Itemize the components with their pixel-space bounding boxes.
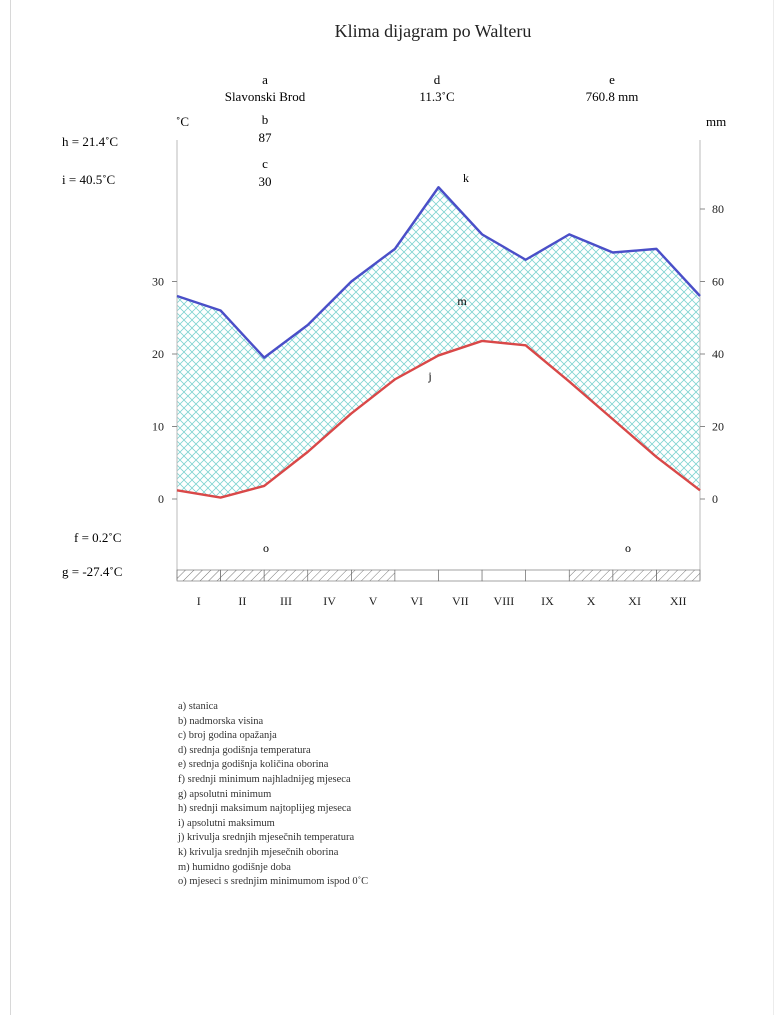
frost-month-cell [656,569,701,582]
left-tick-label: 30 [152,275,164,289]
annual-precip-value: 760.8 mm [586,89,639,104]
annual-precip-marker: e [609,72,615,87]
legend-item: g) apsolutni minimum [178,788,272,800]
frost-month-cell [220,569,265,582]
station-name: Slavonski Brod [225,89,306,104]
right-axis-unit: mm [706,114,726,129]
temperature-line [176,339,701,499]
legend-list: a) stanica b) nadmorska visina c) broj g… [178,700,368,890]
frost-month-cell [612,569,657,582]
month-label: VII [452,594,469,608]
frost-month-cell [525,569,570,582]
stat-i: i = 40.5˚C [62,172,115,187]
month-label: X [587,594,596,608]
month-label: VIII [494,594,515,608]
annotation-o-left: o [263,541,269,555]
precipitation-line [176,186,701,359]
month-label: XI [628,594,641,608]
right-tick-label: 0 [712,492,718,506]
legend-item: e) srednja godišnja količina oborina [178,759,329,771]
month-label: IX [541,594,554,608]
chart-title: Klima dijagram po Walteru [335,21,532,41]
legend-item: f) srednji minimum najhladnijeg mjeseca [178,773,351,785]
right-tick-label: 20 [712,420,724,434]
frost-month-cell [307,569,352,582]
month-label: IV [323,594,336,608]
left-tick-label: 0 [158,492,164,506]
mean-temp-value: 11.3˚C [419,89,454,104]
legend-item: k) krivulja srednjih mjesečnih oborina [178,846,339,858]
month-label: I [197,594,201,608]
years-marker: c [262,156,268,171]
altitude-marker: b [262,112,269,127]
stat-f: f = 0.2˚C [74,530,121,545]
legend-item: h) srednji maksimum najtoplijeg mjeseca [178,803,352,815]
years-value: 30 [259,174,272,189]
frost-month-cell [394,569,439,582]
frost-month-cell [263,569,309,582]
month-label: V [369,594,378,608]
left-tick-label: 20 [152,347,164,361]
stat-h: h = 21.4˚C [62,134,118,149]
legend-item: i) apsolutni maksimum [178,817,275,829]
frost-month-cell [351,569,396,582]
annotation-j: j [427,369,431,383]
legend-item: m) humidno godišnje doba [178,861,291,873]
month-label: III [280,594,292,608]
month-label: XII [670,594,687,608]
frost-month-cell [176,569,221,582]
month-label: II [238,594,246,608]
left-tick-label: 10 [152,420,164,434]
left-axis-unit: ˚C [176,114,189,129]
annotation-o-right: o [625,541,631,555]
legend-item: a) stanica [178,701,218,712]
humid-area [177,187,700,498]
legend-item: c) broj godina opažanja [178,730,277,742]
frost-month-cell [438,569,483,582]
stat-g: g = -27.4˚C [62,564,122,579]
annotation-k: k [463,171,469,185]
right-tick-label: 40 [712,347,724,361]
legend-item: j) krivulja srednjih mjesečnih temperatu… [178,832,355,844]
legend-item: b) nadmorska visina [178,715,264,727]
right-tick-label: 80 [712,202,724,216]
annotation-m: m [457,294,467,308]
right-tick-label: 60 [712,275,724,289]
altitude-value: 87 [259,130,273,145]
mean-temp-marker: d [434,72,441,87]
legend-item: d) srednja godišnja temperatura [178,744,311,756]
month-label: VI [410,594,423,608]
page-frame [10,0,774,1015]
legend-item: o) mjeseci s srednjim minimumom ispod 0˚… [178,876,369,888]
station-marker: a [262,72,268,87]
frost-month-cell [568,569,614,582]
frost-month-cell [481,569,526,582]
